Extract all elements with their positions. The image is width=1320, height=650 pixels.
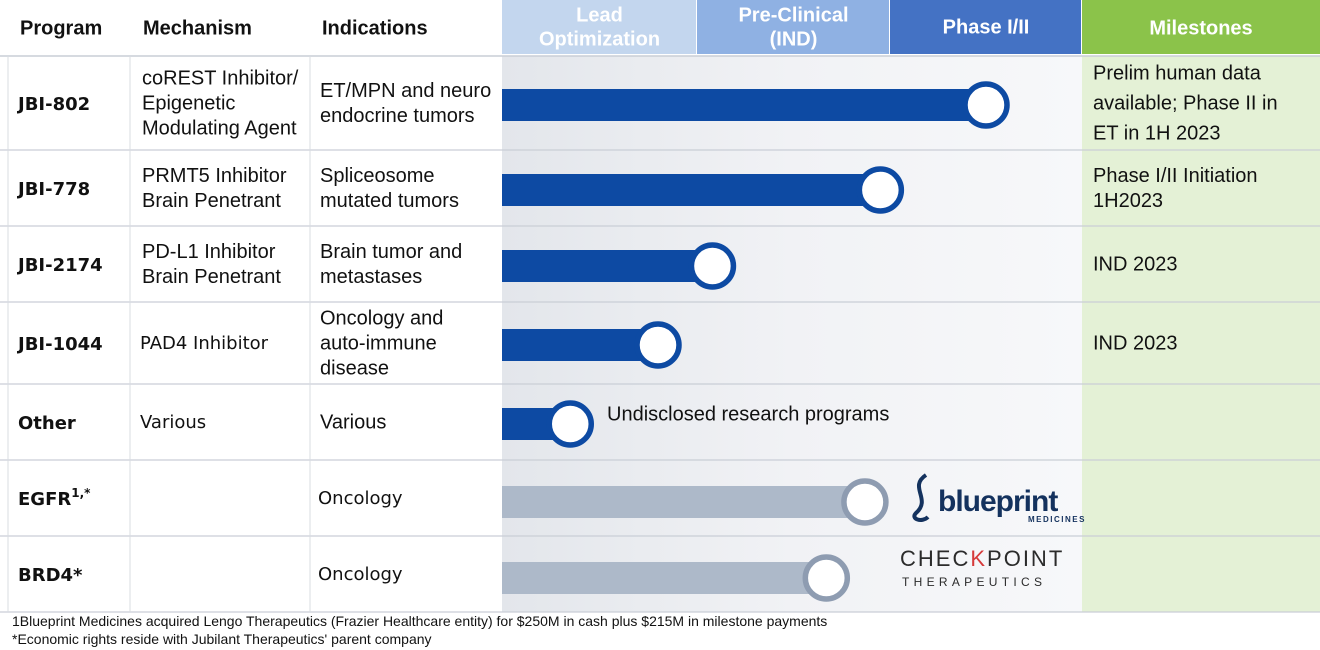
row-1-indications-line-1: ET/MPN and neuro (320, 80, 491, 102)
row-1-mechanism-line-1: coREST Inhibitor/ (142, 67, 299, 89)
row-4-program: JBI-1044 (16, 334, 103, 355)
row-5-mechanism-line-1: Various (140, 412, 206, 433)
phase-header-1 (502, 0, 696, 54)
row-3-indications-line-1: Brain tumor and (320, 241, 462, 263)
row-1-milestone-line-2: available; Phase II in (1093, 92, 1278, 114)
row-7-partner-subtitle: THERAPEUTICS (902, 575, 1046, 589)
phase-header-2 (697, 0, 889, 54)
row-7-program: BRD4* (18, 565, 83, 586)
row-7-partner-name-part-3: POINT (987, 546, 1064, 571)
row-4-mechanism-line-1: PAD4 Inhibitor (140, 333, 269, 354)
row-6-program: EGFR1,* (18, 486, 91, 511)
row-1-program: JBI-802 (16, 94, 90, 115)
mechanism-header: Mechanism (143, 17, 252, 39)
footnotes: 1Blueprint Medicines acquired Lengo Ther… (12, 612, 827, 648)
row-6-blueprint-logo-mark (912, 473, 930, 522)
row-7-progress-bar (502, 562, 827, 594)
row-1-mechanism-line-2: Epigenetic (142, 92, 235, 114)
phase-header-label-2-line-2: (IND) (770, 28, 818, 50)
row-3-mechanism-line-1: PD-L1 Inhibitor (142, 241, 276, 263)
phase-header-label-2-line-1: Pre-Clinical (738, 4, 848, 26)
row-7-partner-name: CHECKPOINT (900, 546, 1064, 571)
row-2-indications-line-1: Spliceosome (320, 165, 435, 187)
row-3-progress-marker (688, 242, 737, 290)
row-2-milestone-line-2: 1H2023 (1093, 190, 1163, 212)
row-4-progress-marker (634, 321, 682, 369)
footnote-2: *Economic rights reside with Jubilant Th… (12, 631, 432, 647)
row-2-progress-marker (856, 166, 905, 214)
row-3-program: JBI-2174 (16, 255, 103, 276)
row-2-indications-line-2: mutated tumors (320, 190, 459, 212)
row-4-indications-line-2: auto-immune (320, 332, 437, 354)
phase-header-label-1-line-1: Lead (576, 4, 623, 26)
row-1-indications-line-2: endocrine tumors (320, 105, 475, 127)
phase-header-3 (890, 0, 1081, 54)
row-6-partner-subtitle: MEDICINES (1028, 515, 1086, 524)
row-2-milestone-line-1: Phase I/II Initiation (1093, 165, 1258, 187)
row-6-partner-name: blueprint (938, 485, 1058, 518)
row-2-progress-bar (502, 174, 881, 206)
phase-header-label-1-line-2: Optimization (539, 28, 660, 50)
row-6-progress-bar (502, 486, 865, 518)
row-5-annotation: Undisclosed research programs (607, 403, 889, 425)
row-1-progress-bar (502, 89, 986, 121)
row-4-progress-bar (502, 329, 658, 361)
phase-header-label-3-line-1: Phase I/II (943, 16, 1030, 38)
row-5-indications-line-1: Various (320, 411, 386, 433)
program-header: Program (20, 17, 102, 39)
row-3-progress-bar (502, 250, 713, 282)
row-2-mechanism-line-1: PRMT5 Inhibitor (142, 165, 287, 187)
row-3-indications-line-2: metastases (320, 266, 422, 288)
row-7-progress-marker (802, 554, 851, 602)
row-1-mechanism-line-3: Modulating Agent (142, 117, 297, 139)
row-7-partner-name-part-2: K (970, 546, 987, 571)
milestones-header (1082, 0, 1320, 54)
row-2-mechanism-line-2: Brain Penetrant (142, 190, 281, 212)
row-6-progress-marker (841, 478, 889, 526)
row-4-indications-line-3: disease (320, 357, 389, 379)
row-3-milestone-line-1: IND 2023 (1093, 253, 1178, 275)
milestones-background (1082, 56, 1320, 612)
row-4-indications-line-1: Oncology and (320, 307, 443, 329)
row-3-mechanism-line-2: Brain Penetrant (142, 266, 281, 288)
row-6-program-superscript: 1,* (71, 486, 91, 500)
row-7-indications-line-1: Oncology (318, 564, 403, 585)
row-2-program: JBI-778 (16, 179, 90, 200)
row-5-progress-marker (546, 400, 594, 448)
row-7-partner-name-part-1: CHEC (900, 546, 970, 571)
row-1-progress-marker (962, 81, 1010, 129)
row-6-indications-line-1: Oncology (318, 488, 403, 509)
indications-header: Indications (322, 17, 428, 39)
row-1-milestone-line-1: Prelim human data (1093, 62, 1262, 84)
footnote-1: 1Blueprint Medicines acquired Lengo Ther… (12, 613, 828, 629)
row-1-milestone-line-3: ET in 1H 2023 (1093, 122, 1221, 144)
row-5-program: Other (18, 413, 76, 434)
milestones-header-label: Milestones (1149, 17, 1252, 39)
row-4-milestone-line-1: IND 2023 (1093, 332, 1178, 354)
